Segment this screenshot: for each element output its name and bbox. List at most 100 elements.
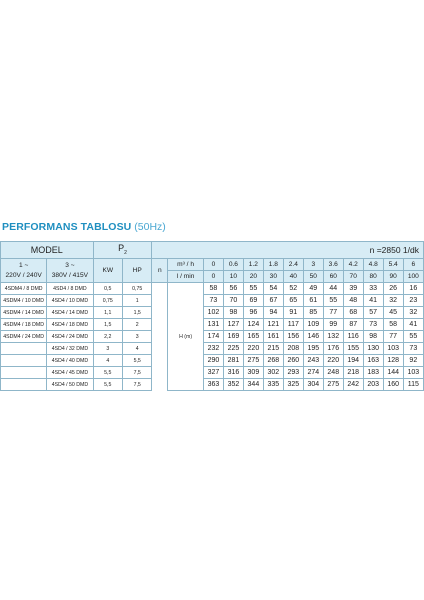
title-sub: (50Hz): [134, 221, 166, 233]
head-value: 183: [362, 366, 384, 379]
power-kw: 5,5: [92, 366, 123, 379]
head-value: 208: [282, 342, 304, 355]
head-value: 45: [382, 306, 404, 319]
power-kw: 2,2: [92, 330, 123, 343]
head-value: 109: [302, 318, 324, 331]
n-column-cell: [151, 378, 169, 391]
head-value: 73: [362, 318, 384, 331]
head-value: 99: [322, 318, 344, 331]
head-value: 363: [202, 378, 224, 391]
head-value: 169: [222, 330, 244, 343]
flow-lmin-0: 0: [202, 270, 224, 283]
head-value: 275: [322, 378, 344, 391]
head-value: 132: [322, 330, 344, 343]
model-single-phase: [0, 366, 48, 379]
flow-lmin-2: 20: [242, 270, 264, 283]
head-value: 116: [342, 330, 364, 343]
model-single-phase: 4SDM4 / 10 DMD: [0, 294, 48, 307]
model-three-phase: 4SD4 / 18 DMD: [46, 318, 94, 331]
head-value: 165: [242, 330, 264, 343]
head-value: 248: [322, 366, 344, 379]
head-value: 102: [202, 306, 224, 319]
three-phase-header: 3 ~380V / 415V: [46, 258, 94, 283]
head-value: 67: [262, 294, 284, 307]
flow-m3h-1: 0.6: [222, 258, 244, 271]
head-value: 77: [322, 306, 344, 319]
power-kw: 3: [92, 342, 123, 355]
head-value: 203: [362, 378, 384, 391]
head-value: 127: [222, 318, 244, 331]
model-single-phase: [0, 354, 48, 367]
head-value: 281: [222, 354, 244, 367]
head-value: 68: [342, 306, 364, 319]
head-value: 160: [382, 378, 404, 391]
power-kw: 1,1: [92, 306, 123, 319]
flow-m3h-4: 2.4: [282, 258, 304, 271]
power-hp: 0,75: [121, 282, 153, 295]
head-value: 57: [362, 306, 384, 319]
power-hp: 5,5: [121, 354, 153, 367]
head-value: 225: [222, 342, 244, 355]
model-single-phase: [0, 342, 48, 355]
head-value: 33: [362, 282, 384, 295]
head-value: 268: [262, 354, 284, 367]
head-value: 302: [262, 366, 284, 379]
model-header: MODEL: [0, 241, 94, 259]
model-three-phase: 4SD4 / 10 DMD: [46, 294, 94, 307]
head-value: 54: [262, 282, 284, 295]
table-row: 4SDM4 / 10 DMD 4SD4 / 10 DMD 0,75 1 73 70 69 67…: [0, 294, 424, 307]
head-value: 98: [222, 306, 244, 319]
model-three-phase: 4SD4 / 45 DMD: [46, 366, 94, 379]
hp-header: HP: [121, 258, 153, 283]
n-column-cell: [151, 330, 169, 343]
flow-m3h-5: 3: [302, 258, 324, 271]
table-row: 4SDM4 / 8 DMD 4SD4 / 8 DMD 0,5 0,75 H (m) 58 5…: [0, 282, 424, 391]
head-value: 61: [302, 294, 324, 307]
head-value: 215: [262, 342, 284, 355]
head-value: 65: [282, 294, 304, 307]
head-value: 316: [222, 366, 244, 379]
flow-m3h-2: 1.2: [242, 258, 264, 271]
model-three-phase: 4SD4 / 14 DMD: [46, 306, 94, 319]
flow-lmin-label: l / min: [167, 270, 204, 283]
head-value: 309: [242, 366, 264, 379]
head-value: 163: [362, 354, 384, 367]
model-single-phase: 4SDM4 / 24 DMD: [0, 330, 48, 343]
n-column-cell: [151, 306, 169, 319]
power-kw: 4: [92, 354, 123, 367]
model-single-phase: [0, 378, 48, 391]
title-main: PERFORMANS TABLOSU: [2, 221, 132, 233]
head-value: 352: [222, 378, 244, 391]
head-value: 87: [342, 318, 364, 331]
head-value: 55: [402, 330, 424, 343]
table-row: 4SD4 / 50 DMD 5,5 7,5 363 352 344 335 325 304 275…: [0, 378, 424, 391]
head-value: 52: [282, 282, 304, 295]
table-row: 4SDM4 / 14 DMD 4SD4 / 14 DMD 1,1 1,5 102 98 96…: [0, 306, 424, 319]
n-column-cell: [151, 366, 169, 379]
power-hp: 4: [121, 342, 153, 355]
flow-m3h-6: 3.6: [322, 258, 344, 271]
flow-m3h-9: 5.4: [382, 258, 404, 271]
model-single-phase: 4SDM4 / 14 DMD: [0, 306, 48, 319]
head-value: 176: [322, 342, 344, 355]
head-value: 55: [242, 282, 264, 295]
head-value: 16: [402, 282, 424, 295]
power-hp: 1,5: [121, 306, 153, 319]
head-value: 161: [262, 330, 284, 343]
head-value: 32: [382, 294, 404, 307]
head-value: 325: [282, 378, 304, 391]
model-three-phase: 4SD4 / 50 DMD: [46, 378, 94, 391]
head-value: 32: [402, 306, 424, 319]
head-value: 124: [242, 318, 264, 331]
head-value: 103: [382, 342, 404, 355]
table-row: 4SD4 / 40 DMD 4 5,5 290 281 275 268 260 243 220 19…: [0, 354, 424, 367]
power-kw: 5,5: [92, 378, 123, 391]
head-value: 194: [342, 354, 364, 367]
head-value: 26: [382, 282, 404, 295]
head-value: 293: [282, 366, 304, 379]
head-value: 94: [262, 306, 284, 319]
head-value: 274: [302, 366, 324, 379]
head-value: 232: [202, 342, 224, 355]
head-value: 73: [402, 342, 424, 355]
table-title: PERFORMANS TABLOSU (50Hz): [2, 221, 166, 233]
